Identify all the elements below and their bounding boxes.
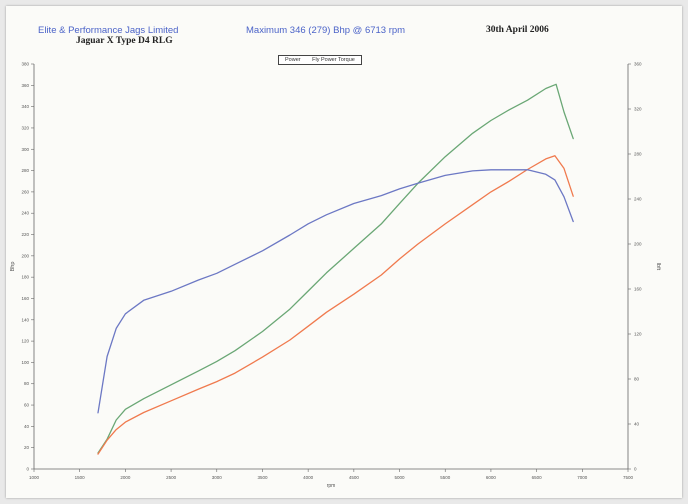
x-tick-label: 1000: [29, 475, 40, 480]
y-left-tick-label: 100: [21, 360, 29, 365]
vehicle-name: Jaguar X Type D4 RLG: [76, 36, 173, 46]
legend-item-power: Power: [285, 57, 301, 63]
x-tick-label: 1500: [75, 475, 86, 480]
x-tick-label: 3500: [257, 475, 268, 480]
y-right-tick-label: 40: [634, 422, 640, 427]
x-tick-label: 7000: [577, 475, 588, 480]
y-left-tick-label: 200: [21, 253, 29, 258]
y-left-tick-label: 240: [21, 211, 29, 216]
y-right-tick-label: 80: [634, 377, 640, 382]
x-tick-label: 5500: [440, 475, 451, 480]
y-right-tick-label: 160: [634, 287, 642, 292]
x-tick-label: 7500: [623, 475, 634, 480]
y-right-tick-label: 0: [634, 467, 637, 472]
y-axis-right-label: lbft: [655, 263, 661, 271]
axis-layer: 1000 1500 2000 2500 3000 3500 4000 4500 5000 5500…: [10, 62, 661, 490]
y-right-tick-label: 200: [634, 242, 642, 247]
y-left-tick-label: 380: [21, 62, 29, 67]
x-tick-label: 4500: [349, 475, 360, 480]
test-date: 30th April 2006: [486, 25, 549, 35]
y-left-tick-label: 80: [24, 381, 30, 386]
y-right-tick-label: 280: [634, 152, 642, 157]
max-power-text: Maximum 346 (279) Bhp @ 6713 rpm: [246, 25, 406, 36]
y-left-tick-label: 340: [21, 104, 29, 109]
dyno-sheet: [6, 6, 682, 498]
y-left-tick-label: 260: [21, 189, 29, 194]
y-left-tick-label: 300: [21, 147, 29, 152]
series-line-torque: [97, 169, 574, 414]
company-name: Elite & Performance Jags Limited: [38, 25, 179, 36]
legend-item-fly-power-torque: Fly Power Torque: [312, 57, 355, 63]
x-tick-label: 5000: [395, 475, 406, 480]
series-layer: [97, 83, 574, 455]
y-left-tick-label: 360: [21, 83, 29, 88]
y-left-tick-label: 160: [21, 296, 29, 301]
x-axis-label: rpm: [327, 483, 336, 489]
x-tick-label: 3000: [212, 475, 223, 480]
y-right-tick-label: 240: [634, 197, 642, 202]
y-left-tick-label: 220: [21, 232, 29, 237]
y-left-tick-label: 60: [24, 403, 30, 408]
x-tick-label: 2500: [166, 475, 177, 480]
y-axis-left-label: Bhp: [10, 262, 16, 272]
x-tick-label: 2000: [120, 475, 131, 480]
y-left-tick-label: 40: [24, 424, 30, 429]
y-right-tick-label: 320: [634, 107, 642, 112]
x-tick-label: 4000: [303, 475, 314, 480]
y-right-tick-label: 120: [634, 332, 642, 337]
series-line-fly-power-torque: [97, 155, 574, 455]
y-left-tick-label: 140: [21, 317, 29, 322]
y-left-tick-label: 320: [21, 125, 29, 130]
y-left-tick-label: 20: [24, 445, 30, 450]
y-left-tick-label: 0: [26, 467, 29, 472]
x-tick-label: 6500: [532, 475, 543, 480]
series-line-power: [97, 83, 574, 454]
y-left-tick-label: 280: [21, 168, 29, 173]
chart-legend: Power Fly Power Torque: [278, 55, 362, 65]
y-left-tick-label: 180: [21, 275, 29, 280]
x-tick-label: 6000: [486, 475, 497, 480]
y-left-tick-label: 120: [21, 339, 29, 344]
y-right-tick-label: 360: [634, 62, 642, 67]
